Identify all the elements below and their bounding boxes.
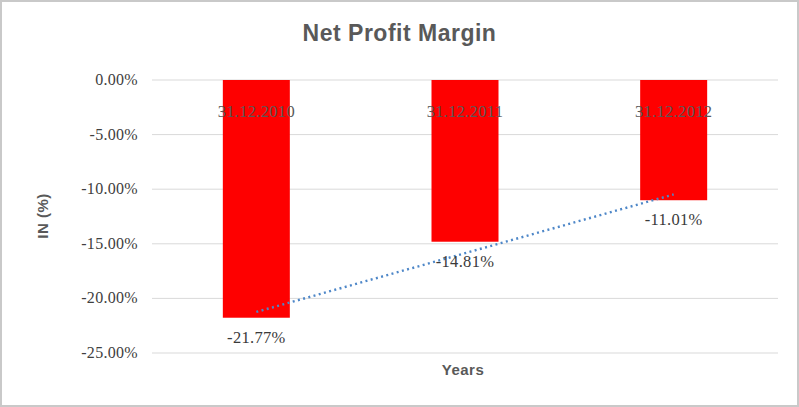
y-tick-label: -20.00% — [48, 289, 138, 307]
data-label: -14.81% — [395, 254, 535, 270]
data-label: -21.77% — [186, 330, 326, 346]
y-tick-label: -5.00% — [48, 126, 138, 144]
y-tick-label: -15.00% — [48, 235, 138, 253]
y-tick-label: -25.00% — [48, 344, 138, 362]
y-tick-label: -10.00% — [48, 180, 138, 198]
category-label: 31.12.2012 — [604, 104, 744, 120]
data-label: -11.01% — [604, 212, 744, 228]
y-tick-label: 0.00% — [48, 71, 138, 89]
category-label: 31.12.2011 — [395, 104, 535, 120]
bar-31.12.2012 — [640, 80, 707, 200]
category-label: 31.12.2010 — [186, 104, 326, 120]
chart-frame: Net Profit Margin IN (%) Years 0.00%-5.0… — [0, 0, 799, 407]
